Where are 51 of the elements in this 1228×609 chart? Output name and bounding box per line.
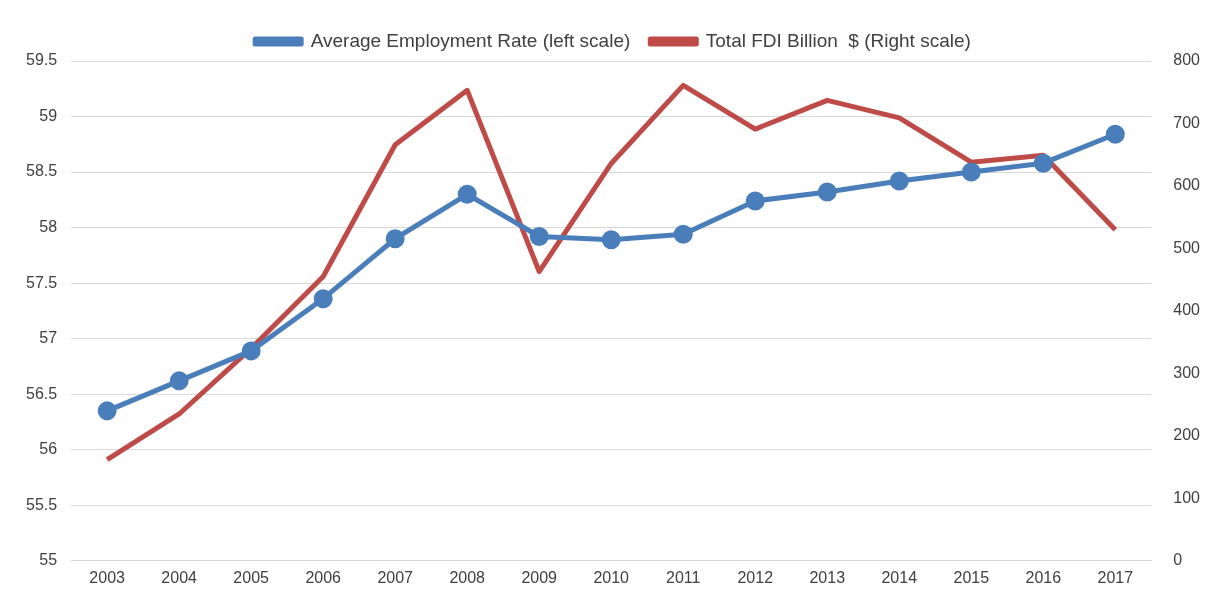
x-tick-label: 2004 [161, 568, 198, 586]
y-tick-label: 55 [39, 551, 58, 569]
x-tick-label: 2015 [953, 568, 990, 586]
y-tick-label: 58 [39, 218, 58, 236]
x-tick-label: 2006 [305, 568, 342, 586]
y-tick-label: 55.5 [26, 495, 58, 513]
y-tick-label: 56.5 [26, 384, 58, 402]
point [601, 230, 621, 250]
x-tick-label: 2014 [881, 568, 918, 586]
x-tick-label: 2008 [449, 568, 486, 586]
point [529, 226, 549, 246]
x-tick-label: 2011 [666, 568, 701, 586]
y2-tick-label: 800 [1173, 51, 1201, 69]
y2-tick-label: 300 [1173, 363, 1201, 381]
point [169, 371, 189, 391]
point [97, 401, 117, 421]
y-tick-label: 57 [39, 329, 58, 347]
point [673, 224, 693, 244]
x-tick-label: 2016 [1025, 568, 1062, 586]
point [817, 182, 837, 202]
y2-tick-label: 600 [1173, 176, 1201, 194]
y-tick-label: 59.5 [26, 51, 58, 69]
y2-tick-label: 0 [1173, 551, 1183, 569]
point [1033, 153, 1053, 173]
point [745, 191, 765, 211]
point [457, 184, 477, 204]
y-tick-label: 59 [39, 106, 58, 124]
y-tick-label: 58.5 [26, 162, 58, 180]
x-tick-label: 2012 [737, 568, 774, 586]
point [241, 341, 261, 361]
y2-tick-label: 200 [1173, 426, 1201, 444]
legend-label: Average Employment Rate (left scale) [310, 29, 631, 51]
x-tick-label: 2010 [593, 568, 630, 586]
x-tick-label: 2007 [377, 568, 414, 586]
point [385, 229, 405, 249]
y2-tick-label: 100 [1173, 488, 1201, 506]
x-tick-label: 2013 [809, 568, 846, 586]
point [961, 162, 981, 182]
x-tick-label: 2003 [89, 568, 126, 586]
point [889, 171, 909, 191]
x-tick-label: 2005 [233, 568, 270, 586]
y2-tick-label: 500 [1173, 238, 1201, 256]
x-tick-label: 2009 [521, 568, 558, 586]
point [1105, 124, 1125, 144]
y2-tick-label: 400 [1173, 301, 1201, 319]
y2-tick-label: 700 [1173, 113, 1201, 131]
y-tick-label: 57.5 [26, 273, 58, 291]
y-tick-label: 56 [39, 440, 58, 458]
legend-label: Total FDI Billion $ (Right scale) [705, 29, 971, 51]
point [313, 289, 333, 309]
x-tick-label: 2017 [1097, 568, 1134, 586]
